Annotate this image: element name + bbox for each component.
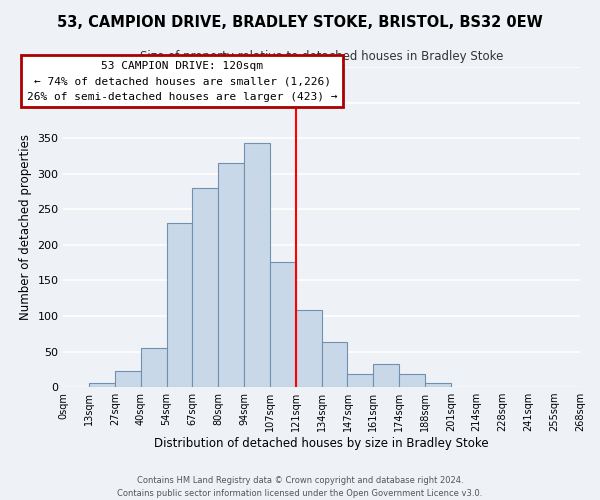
X-axis label: Distribution of detached houses by size in Bradley Stoke: Distribution of detached houses by size … [154, 437, 489, 450]
Bar [296, 310, 322, 387]
Bar [89, 383, 115, 387]
Title: Size of property relative to detached houses in Bradley Stoke: Size of property relative to detached ho… [140, 50, 503, 63]
Bar [115, 372, 141, 387]
Bar [141, 348, 167, 387]
Bar [347, 374, 373, 387]
Bar [425, 383, 451, 387]
Bar [218, 163, 244, 387]
Bar [270, 262, 296, 387]
Text: Contains HM Land Registry data © Crown copyright and database right 2024.
Contai: Contains HM Land Registry data © Crown c… [118, 476, 482, 498]
Bar [193, 188, 218, 387]
Bar [167, 224, 193, 387]
Text: 53, CAMPION DRIVE, BRADLEY STOKE, BRISTOL, BS32 0EW: 53, CAMPION DRIVE, BRADLEY STOKE, BRISTO… [57, 15, 543, 30]
Bar [244, 143, 270, 387]
Y-axis label: Number of detached properties: Number of detached properties [19, 134, 32, 320]
Bar [373, 364, 399, 387]
Text: 53 CAMPION DRIVE: 120sqm
← 74% of detached houses are smaller (1,226)
26% of sem: 53 CAMPION DRIVE: 120sqm ← 74% of detach… [27, 60, 337, 102]
Bar [399, 374, 425, 387]
Bar [322, 342, 347, 387]
